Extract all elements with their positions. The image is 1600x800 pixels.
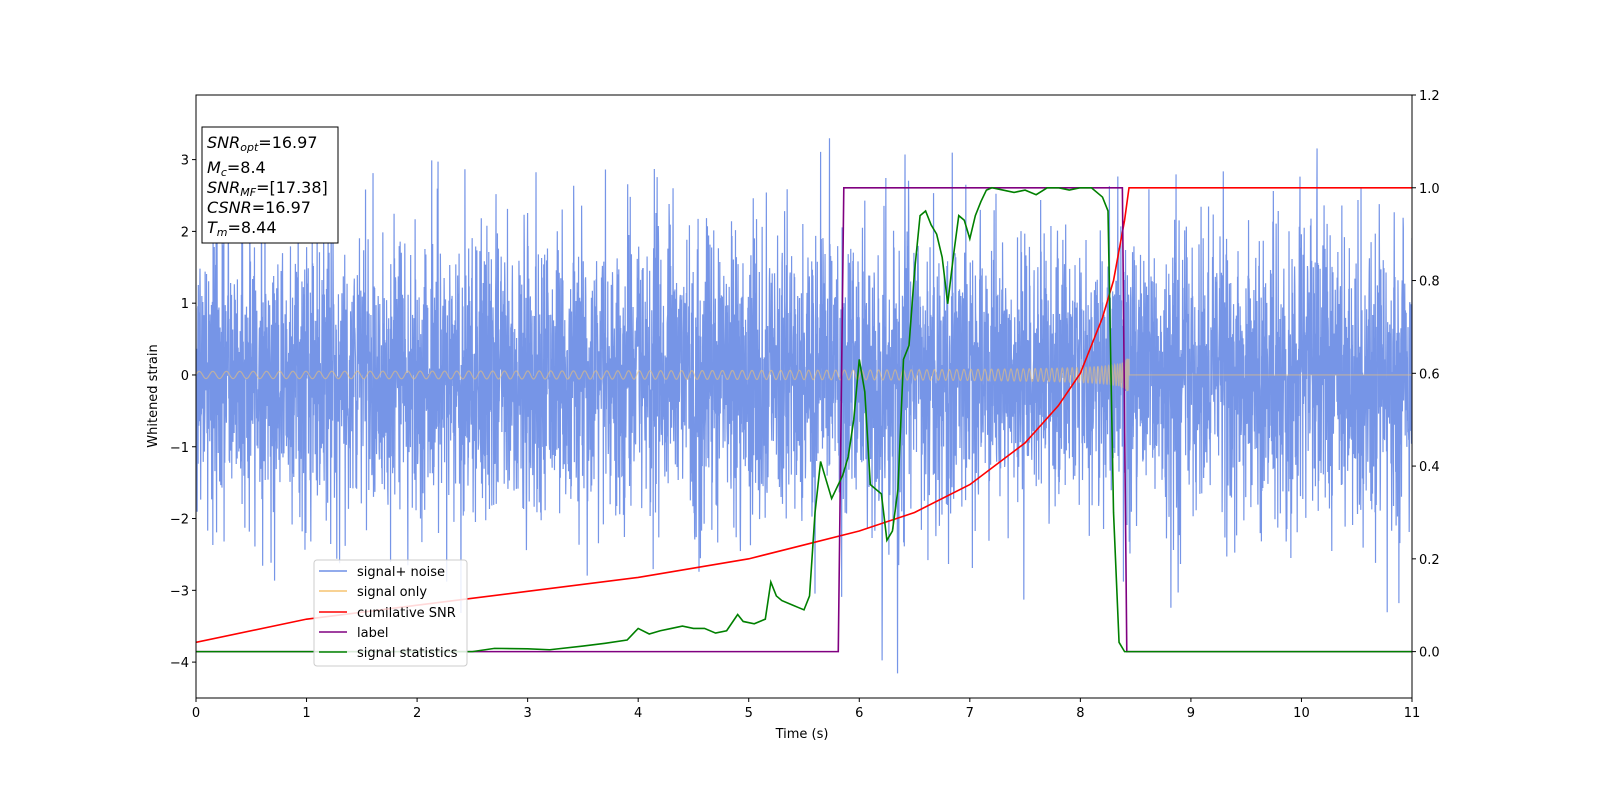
x-tick-label: 10	[1293, 706, 1310, 721]
stat-snr-opt: SNRopt=16.97	[207, 133, 318, 154]
stat-mc: Mc=8.4	[207, 158, 266, 179]
series-signal-statistics-line	[196, 186, 1412, 653]
x-tick-label: 4	[634, 706, 642, 721]
series-signal-noise-line	[196, 138, 1412, 674]
legend-entry-label: label	[319, 626, 388, 641]
x-tick-label: 1	[302, 706, 310, 721]
y2-tick-label: 0.2	[1419, 553, 1440, 568]
y-tick-label: 0	[181, 369, 189, 384]
y2-tick-label: 0.4	[1419, 460, 1440, 475]
stat-tm: Tm=8.44	[207, 218, 277, 239]
stat-snr-opt-value: =16.97	[258, 133, 317, 152]
y-axis-label: Whitened strain	[146, 344, 161, 447]
axes-frame	[195, 94, 1413, 699]
stat-mc-name: M	[207, 158, 221, 177]
stat-snr-mf: SNRMF=[17.38]	[207, 178, 328, 199]
y-tick-label: 3	[181, 154, 189, 169]
stats-box-frame	[201, 126, 339, 244]
y-tick-label: −4	[170, 656, 189, 671]
y2-tick-label: 1.2	[1419, 89, 1440, 104]
x-tick-label: 7	[966, 706, 974, 721]
legend-label: signal only	[357, 585, 427, 600]
x-tick-label: 9	[1187, 706, 1195, 721]
legend-entry-signal-only: signal only	[319, 585, 427, 600]
stat-snr-mf-name: SNR	[207, 178, 240, 197]
legend-entry-signal-noise: signal+ noise	[319, 565, 445, 580]
x-tick-label: 5	[745, 706, 753, 721]
y-tick-label: 2	[181, 225, 189, 240]
x-axis-label: Time (s)	[775, 727, 829, 742]
stat-csnr: CSNR=16.97	[207, 198, 311, 217]
stat-tm-value: =8.44	[228, 218, 277, 237]
y-tick-label: −1	[170, 441, 189, 456]
x-tick-label: 11	[1404, 706, 1421, 721]
stat-snr-opt-sub: opt	[240, 141, 259, 154]
x-tick-label: 8	[1076, 706, 1084, 721]
series-signal-only-line	[196, 358, 1412, 392]
y-tick-label: 1	[181, 297, 189, 312]
y-tick-label: −3	[170, 584, 189, 599]
legend-label: signal+ noise	[357, 565, 445, 580]
y2-tick-label: 0.6	[1419, 367, 1440, 382]
legend-frame	[313, 559, 468, 667]
y-tick-label: −2	[170, 513, 189, 528]
stat-snr-mf-value: =[17.38]	[256, 178, 328, 197]
stat-tm-sub: m	[217, 226, 228, 239]
x-tick-label: 0	[192, 706, 200, 721]
legend-label: signal statistics	[357, 646, 458, 661]
x-tick-label: 3	[523, 706, 531, 721]
legend-label: cumilative SNR	[357, 606, 456, 621]
x-tick-label: 6	[855, 706, 863, 721]
y2-tick-label: 1.0	[1419, 182, 1440, 197]
stat-csnr-name: CSNR	[207, 198, 252, 217]
stat-snr-opt-name: SNR	[207, 133, 240, 152]
legend-entry-signal-statistics: signal statistics	[319, 646, 458, 661]
legend: signal+ noise signal only cumilative SNR…	[313, 559, 468, 667]
legend-entry-cumulative-snr: cumilative SNR	[319, 606, 456, 621]
y2-tick-label: 0.0	[1419, 646, 1440, 661]
stats-box: SNRopt=16.97 Mc=8.4 SNRMF=[17.38] CSNR=1…	[201, 126, 339, 244]
stat-snr-mf-sub: MF	[240, 186, 256, 199]
legend-label: label	[357, 626, 388, 641]
y2-tick-label: 0.8	[1419, 275, 1440, 290]
stat-mc-sub: c	[221, 166, 227, 179]
stat-csnr-value: =16.97	[252, 198, 311, 217]
stat-mc-value: =8.4	[227, 158, 266, 177]
x-tick-label: 2	[413, 706, 421, 721]
tick-marks: 0 1 2 3 4 5 6 7 8 9 10 11 −4 −3 −2 −1 0 1 2 3 0.0 0.2 0.4 0.6 0.…	[170, 89, 1440, 721]
series-cumulative-snr-line	[196, 186, 1412, 644]
plot-area	[196, 138, 1412, 674]
stat-tm-name: T	[207, 218, 218, 237]
